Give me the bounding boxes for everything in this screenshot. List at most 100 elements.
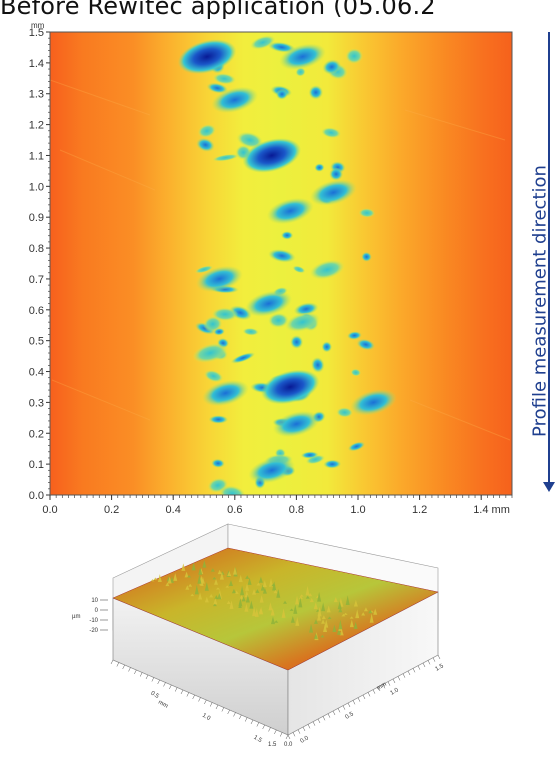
roughness-peak bbox=[262, 580, 267, 587]
right-axis-tick bbox=[402, 673, 406, 678]
roughness-peak bbox=[298, 595, 303, 600]
wear-spot bbox=[211, 307, 239, 322]
right-axis-tick bbox=[397, 676, 401, 681]
wear-spot bbox=[336, 407, 354, 418]
roughness-peak bbox=[217, 569, 222, 575]
roughness-peak bbox=[321, 619, 326, 624]
left-axis-tick bbox=[221, 707, 225, 712]
roughness-peak bbox=[305, 595, 310, 599]
roughness-peak bbox=[214, 595, 219, 600]
surface-pit bbox=[242, 138, 302, 173]
roughness-peak bbox=[245, 575, 250, 579]
wear-spot bbox=[292, 265, 306, 274]
right-axis-tick bbox=[292, 732, 296, 737]
wear-spot bbox=[345, 48, 364, 64]
roughness-peak bbox=[228, 580, 233, 586]
y-tick-label: 0.1 bbox=[29, 459, 44, 471]
surface-pit bbox=[273, 410, 320, 438]
roughness-peak bbox=[293, 604, 298, 614]
roughness-peak bbox=[305, 585, 310, 596]
wear-spot bbox=[361, 251, 372, 262]
left-axis-tick bbox=[256, 722, 260, 727]
right-axis-tick bbox=[317, 718, 321, 724]
roughness-peak bbox=[157, 574, 162, 582]
roughness-peak bbox=[321, 602, 326, 612]
roughness-peak bbox=[355, 609, 360, 619]
roughness-peak bbox=[150, 579, 155, 582]
roughness-peak bbox=[229, 600, 234, 609]
right-axis-tick bbox=[342, 705, 346, 710]
roughness-peak bbox=[219, 571, 224, 580]
surface-pit bbox=[309, 179, 357, 206]
roughness-peak bbox=[317, 612, 322, 621]
left-axis-tick bbox=[122, 664, 125, 670]
roughness-peak bbox=[217, 593, 222, 600]
wear-spot bbox=[295, 67, 306, 77]
wear-spot bbox=[213, 327, 225, 336]
x-tick-label: 0.6 bbox=[227, 504, 242, 516]
left-axis-tick bbox=[139, 672, 143, 677]
roughness-peak bbox=[252, 606, 257, 617]
roughness-peak bbox=[363, 607, 368, 612]
plot-frame bbox=[49, 31, 513, 496]
roughness-peak bbox=[247, 577, 252, 585]
roughness-peak bbox=[349, 619, 354, 628]
roughness-peak bbox=[289, 608, 294, 611]
left-axis-tick bbox=[174, 687, 178, 692]
roughness-peak bbox=[258, 576, 263, 583]
roughness-peak bbox=[238, 574, 243, 583]
y-tick-label: 1.1 bbox=[29, 150, 44, 162]
z-tick-label: -20 bbox=[89, 628, 98, 634]
roughness-peak bbox=[321, 615, 326, 620]
roughness-peak bbox=[190, 593, 195, 597]
surface-pit bbox=[309, 259, 345, 280]
roughness-peak bbox=[349, 616, 354, 619]
left-axis-tick bbox=[134, 669, 137, 675]
right-axis-tick bbox=[312, 721, 316, 726]
y-tick-label: 0.9 bbox=[29, 212, 44, 224]
left-axis-tick bbox=[285, 734, 289, 740]
profile-direction-label: Profile measurement direction bbox=[520, 26, 556, 496]
roughness-peak bbox=[326, 605, 331, 613]
roughness-peak bbox=[298, 597, 303, 608]
surface-pit bbox=[248, 457, 296, 484]
right-axis-unit: mm bbox=[376, 682, 388, 692]
right-axis-tick bbox=[392, 678, 396, 684]
wear-spot bbox=[350, 368, 362, 377]
y-tick-label: 1.3 bbox=[29, 89, 44, 101]
right-axis-tick bbox=[422, 662, 426, 668]
wear-spot bbox=[212, 153, 239, 162]
roughness-peak bbox=[245, 583, 250, 591]
y-unit-label: mm bbox=[31, 21, 45, 30]
roughness-peak bbox=[226, 600, 231, 604]
left-axis-tick bbox=[198, 697, 201, 702]
roughness-peak bbox=[317, 606, 322, 617]
z-tick-label: 10 bbox=[91, 598, 98, 604]
roughness-peak bbox=[231, 588, 236, 594]
left-axis-tick bbox=[239, 714, 242, 720]
wear-spot bbox=[212, 73, 236, 85]
roughness-peak bbox=[320, 634, 325, 638]
x-tick-label: 1.2 bbox=[412, 504, 427, 516]
roughness-peak bbox=[213, 598, 218, 605]
roughness-peak bbox=[191, 562, 196, 571]
left-axis-tick bbox=[274, 729, 277, 735]
wear-spot bbox=[242, 327, 259, 336]
right-axis-tick bbox=[357, 697, 361, 702]
roughness-peak bbox=[165, 582, 170, 587]
wear-spot bbox=[230, 352, 256, 364]
roughness-peak bbox=[353, 599, 358, 607]
right-axis-tick bbox=[432, 657, 436, 662]
roughness-peak bbox=[337, 601, 342, 610]
left-axis-tick bbox=[279, 732, 283, 737]
wear-spot bbox=[347, 331, 362, 340]
y-tick-label: 0.5 bbox=[29, 336, 44, 348]
right-axis-tick bbox=[307, 724, 311, 729]
right-axis-tick bbox=[352, 700, 356, 705]
roughness-peak bbox=[368, 609, 373, 614]
wear-spot bbox=[275, 88, 289, 100]
roughness-peak bbox=[299, 594, 304, 597]
roughness-peak bbox=[194, 584, 199, 595]
left-axis-tick bbox=[110, 659, 114, 665]
y-tick-label: 0.6 bbox=[29, 305, 44, 317]
